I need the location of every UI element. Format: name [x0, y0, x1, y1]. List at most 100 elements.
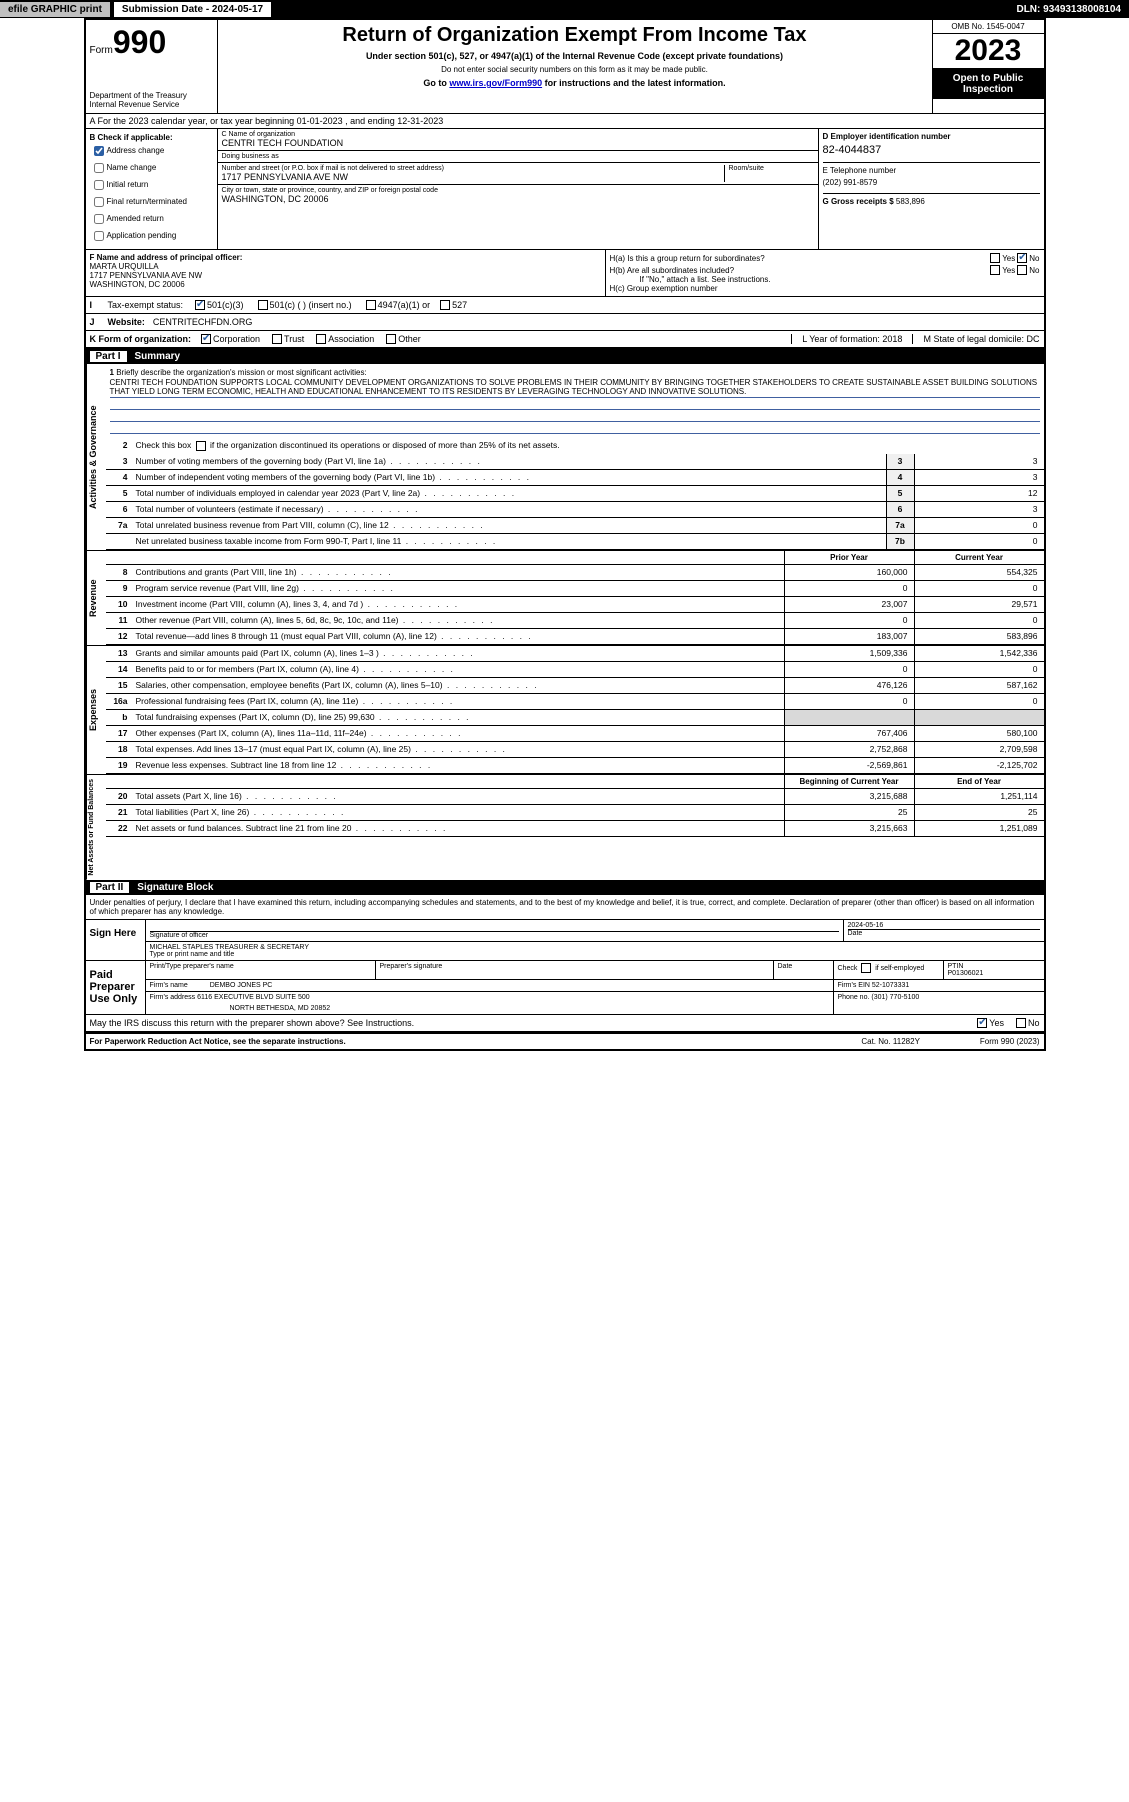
no-label: No	[1028, 1018, 1040, 1028]
section-d-e-g: D Employer identification number 82-4044…	[819, 129, 1044, 249]
opt-501c: 501(c) ( ) (insert no.)	[270, 300, 352, 310]
501c-box[interactable]	[258, 300, 268, 310]
goto-suffix: for instructions and the latest informat…	[542, 78, 726, 88]
line-i-taxexempt: I Tax-exempt status: 501(c)(3) 501(c) ( …	[86, 297, 1044, 314]
summary-line: 9Program service revenue (Part VIII, lin…	[106, 581, 1044, 597]
irs-link[interactable]: www.irs.gov/Form990	[449, 78, 542, 88]
form-subtitle-3: Go to www.irs.gov/Form990 for instructio…	[226, 78, 924, 88]
chk-label: Name change	[107, 163, 157, 172]
summary-line: bTotal fundraising expenses (Part IX, co…	[106, 710, 1044, 726]
check-name-change[interactable]: Name change	[90, 160, 213, 176]
section-b: B Check if applicable: Address change Na…	[86, 129, 218, 249]
summary-rev: Revenue Prior Year Current Year 8Contrib…	[86, 550, 1044, 645]
summary-line: 4Number of independent voting members of…	[106, 470, 1044, 486]
opt-527: 527	[452, 300, 467, 310]
l2-box[interactable]	[196, 441, 206, 451]
top-bar: efile GRAPHIC print Submission Date - 20…	[0, 0, 1129, 18]
opt-assoc: Association	[328, 334, 374, 344]
summary-line: Net unrelated business taxable income fr…	[106, 534, 1044, 550]
check-initial-return[interactable]: Initial return	[90, 177, 213, 193]
i-label: Tax-exempt status:	[108, 300, 184, 310]
summary-line: 19Revenue less expenses. Subtract line 1…	[106, 758, 1044, 774]
check-address-change[interactable]: Address change	[90, 143, 213, 159]
self-emp-box[interactable]	[861, 963, 871, 973]
phone-label: E Telephone number	[823, 166, 1040, 175]
501c3-box[interactable]	[195, 300, 205, 310]
col-beginning: Beginning of Current Year	[784, 775, 914, 788]
part1-num: Part I	[90, 351, 127, 362]
527-box[interactable]	[440, 300, 450, 310]
addr-value: 1717 PENNSYLVANIA AVE NW	[222, 172, 724, 182]
chk-label: Address change	[107, 146, 165, 155]
yes-label: Yes	[989, 1018, 1004, 1028]
pra-notice: For Paperwork Reduction Act Notice, see …	[90, 1037, 862, 1046]
check-final-return[interactable]: Final return/terminated	[90, 194, 213, 210]
dba-label: Doing business as	[222, 153, 814, 160]
dln: DLN: 93493138008104	[1016, 4, 1129, 15]
form-prefix: Form	[90, 45, 113, 56]
ha-yes-box[interactable]	[990, 253, 1000, 263]
form-subtitle-1: Under section 501(c), 527, or 4947(a)(1)…	[226, 51, 924, 61]
f-label: F Name and address of principal officer:	[90, 253, 601, 262]
other-box[interactable]	[386, 334, 396, 344]
phone-value: (202) 991-8579	[823, 175, 1040, 190]
yes-label: Yes	[1002, 254, 1015, 263]
col-current: Current Year	[914, 551, 1044, 564]
line-1-mission: 1 Briefly describe the organization's mi…	[106, 364, 1044, 438]
summary-line: 6Total number of volunteers (estimate if…	[106, 502, 1044, 518]
summary-line: 13Grants and similar amounts paid (Part …	[106, 646, 1044, 662]
form-number: Form990	[90, 24, 213, 61]
firm-phone: (301) 770-5100	[871, 994, 919, 1001]
sig-officer-label: Signature of officer	[150, 932, 839, 939]
j-label: Website:	[108, 317, 145, 327]
sign-date: 2024-05-16	[848, 922, 1040, 930]
hb-label: H(b) Are all subordinates included?	[610, 266, 989, 275]
opt-other: Other	[398, 334, 421, 344]
opt-trust: Trust	[284, 334, 304, 344]
l2-text: Check this box if the organization disco…	[132, 438, 1044, 454]
ha-no-box[interactable]	[1017, 253, 1027, 263]
type-label: Type or print name and title	[150, 951, 1040, 958]
addr-label: Number and street (or P.O. box if mail i…	[222, 165, 724, 172]
discuss-no-box[interactable]	[1016, 1018, 1026, 1028]
chk-label: Amended return	[107, 214, 164, 223]
yes-label: Yes	[1002, 266, 1015, 275]
no-label: No	[1029, 266, 1039, 275]
perjury-text: Under penalties of perjury, I declare th…	[86, 895, 1044, 920]
paid-preparer: Paid Preparer Use Only Print/Type prepar…	[86, 961, 1044, 1015]
4947-box[interactable]	[366, 300, 376, 310]
firm-name-label: Firm's name	[150, 982, 190, 989]
hb-note: If "No," attach a list. See instructions…	[610, 275, 1040, 284]
efile-label[interactable]: efile GRAPHIC print	[0, 2, 110, 17]
opt-corp: Corporation	[213, 334, 260, 344]
prep-sig-label: Preparer's signature	[380, 963, 769, 970]
firm-addr-label: Firm's address	[150, 994, 198, 1001]
hb-no-box[interactable]	[1017, 265, 1027, 275]
form-header: Form990 Department of the Treasury Inter…	[86, 20, 1044, 114]
summary-line: 16aProfessional fundraising fees (Part I…	[106, 694, 1044, 710]
assoc-box[interactable]	[316, 334, 326, 344]
summary-line: 12Total revenue—add lines 8 through 11 (…	[106, 629, 1044, 645]
check-application-pending[interactable]: Application pending	[90, 228, 213, 244]
part1-header: Part I Summary	[86, 349, 1044, 364]
rev-col-header: Prior Year Current Year	[106, 551, 1044, 565]
summary-line: 22Net assets or fund balances. Subtract …	[106, 821, 1044, 837]
open-public: Open to Public Inspection	[933, 69, 1044, 99]
firm-ein: 52-1073331	[872, 982, 909, 989]
gross-value: 583,896	[896, 197, 925, 206]
discuss-yes-box[interactable]	[977, 1018, 987, 1028]
discuss-line: May the IRS discuss this return with the…	[86, 1015, 1044, 1033]
ein-value: 82-4044837	[823, 141, 1040, 159]
hb-yes-box[interactable]	[990, 265, 1000, 275]
summary-line: 17Other expenses (Part IX, column (A), l…	[106, 726, 1044, 742]
irs: Internal Revenue Service	[90, 100, 213, 109]
chk-label: Application pending	[107, 231, 177, 240]
firm-name: DEMBO JONES PC	[210, 982, 273, 989]
check-amended-return[interactable]: Amended return	[90, 211, 213, 227]
chk-label: Initial return	[107, 180, 149, 189]
officer-addr2: WASHINGTON, DC 20006	[90, 280, 601, 289]
trust-box[interactable]	[272, 334, 282, 344]
dept-treasury: Department of the Treasury	[90, 91, 213, 100]
prep-date-label: Date	[778, 963, 829, 970]
corp-box[interactable]	[201, 334, 211, 344]
